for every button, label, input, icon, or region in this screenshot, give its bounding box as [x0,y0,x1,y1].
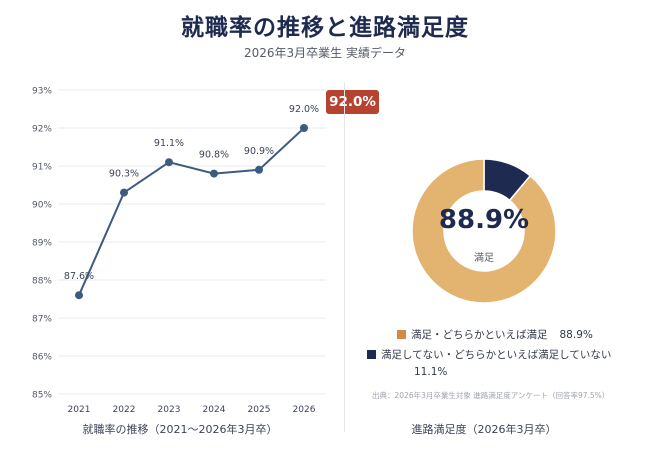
x-tick-label: 2023 [158,405,181,415]
data-label: 90.3% [109,169,139,180]
page-title: 就職率の推移と進路満足度 [181,15,469,41]
x-tick-label: 2025 [248,405,271,415]
donut-center-label: 満足 [474,253,494,264]
legend-value-unsatisfied: 11.1% [414,366,448,378]
data-label: 91.1% [154,138,184,149]
data-point [120,188,128,197]
source-note: 出典：2026年3月卒業生対象 進路満足度アンケート（回答率97.5%） [372,391,610,400]
data-point [210,169,218,178]
data-point [75,291,83,300]
y-tick-label: 90% [32,201,52,211]
y-tick-label: 88% [32,277,52,287]
y-tick-label: 87% [32,315,52,325]
legend-item-satisfied: 満足・どちらかといえば満足 88.9% [397,327,593,342]
x-tick-label: 2021 [68,405,91,415]
x-tick-label: 2024 [203,405,226,415]
legend-label-satisfied: 満足・どちらかといえば満足 [411,329,548,341]
y-tick-label: 92% [32,125,52,135]
data-point [255,165,263,174]
data-label: 90.9% [244,146,274,157]
x-tick-label: 2026 [293,405,316,415]
y-tick-label: 85% [32,391,52,401]
y-tick-label: 86% [32,353,52,363]
legend-swatch-satisfied [397,330,406,339]
series-line [78,127,305,296]
y-tick-label: 93% [32,87,52,97]
data-label: 92.0% [289,104,319,115]
y-tick-label: 91% [32,163,52,173]
highlight-badge: 92.0% [326,90,379,114]
legend-item-unsatisfied: 満足してない・どちらかといえば満足していない [367,347,611,362]
legend-label-unsatisfied: 満足してない・どちらかといえば満足していない [381,349,612,361]
line-chart-caption: 就職率の推移（2021〜2026年3月卒） [82,423,278,436]
panel-divider [344,82,345,432]
donut-hole [444,191,524,271]
data-label: 90.8% [199,150,229,161]
donut-center-value: 88.9% [438,205,530,235]
page-subtitle: 2026年3月卒業生 実績データ [244,46,406,60]
data-label: 87.6% [64,271,94,282]
x-tick-label: 2022 [113,405,136,415]
donut-chart-caption: 進路満足度（2026年3月卒） [411,423,557,436]
data-point [300,124,308,132]
legend-swatch-unsatisfied [367,350,376,359]
legend-value-satisfied: 88.9% [559,329,593,341]
data-point [165,158,173,167]
y-tick-label: 89% [32,239,52,249]
